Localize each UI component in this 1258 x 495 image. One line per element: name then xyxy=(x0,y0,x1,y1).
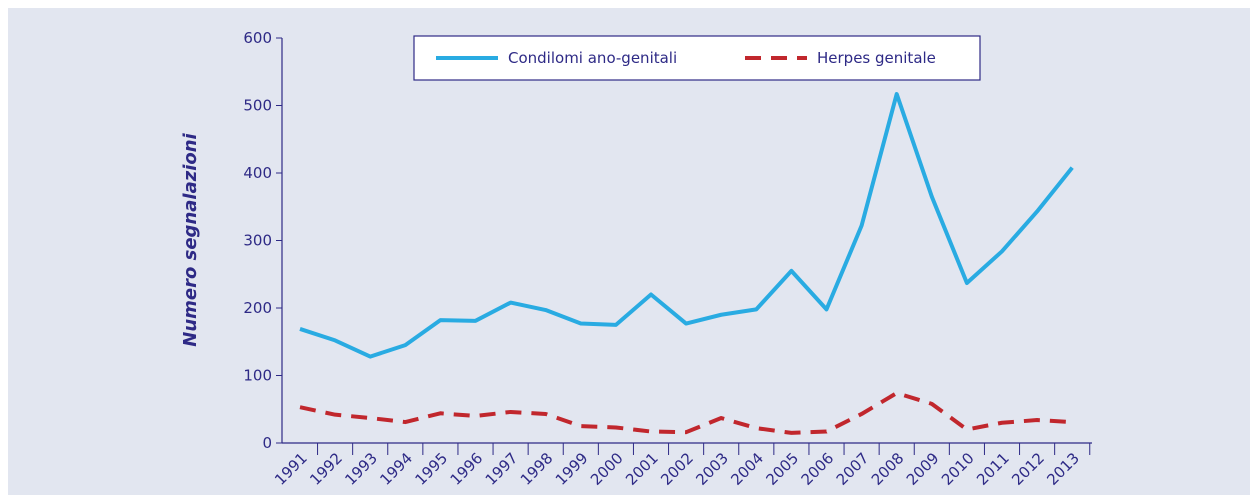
series-line xyxy=(299,92,1074,359)
legend xyxy=(413,35,981,81)
y-tick-label: 100 xyxy=(243,367,272,385)
background xyxy=(8,8,1250,495)
y-tick-label: 500 xyxy=(243,97,272,115)
y-tick-label: 600 xyxy=(243,29,272,47)
series-line xyxy=(299,391,1073,435)
legend-label: Herpes genitale xyxy=(817,49,936,67)
y-tick-label: 300 xyxy=(243,232,272,250)
y-tick-label: 400 xyxy=(243,164,272,182)
legend-label: Condilomi ano-genitali xyxy=(508,49,677,67)
y-tick-label: 200 xyxy=(243,299,272,317)
y-tick-label: 0 xyxy=(262,434,272,452)
y-axis-label: Numero segnalazioni xyxy=(180,132,201,346)
